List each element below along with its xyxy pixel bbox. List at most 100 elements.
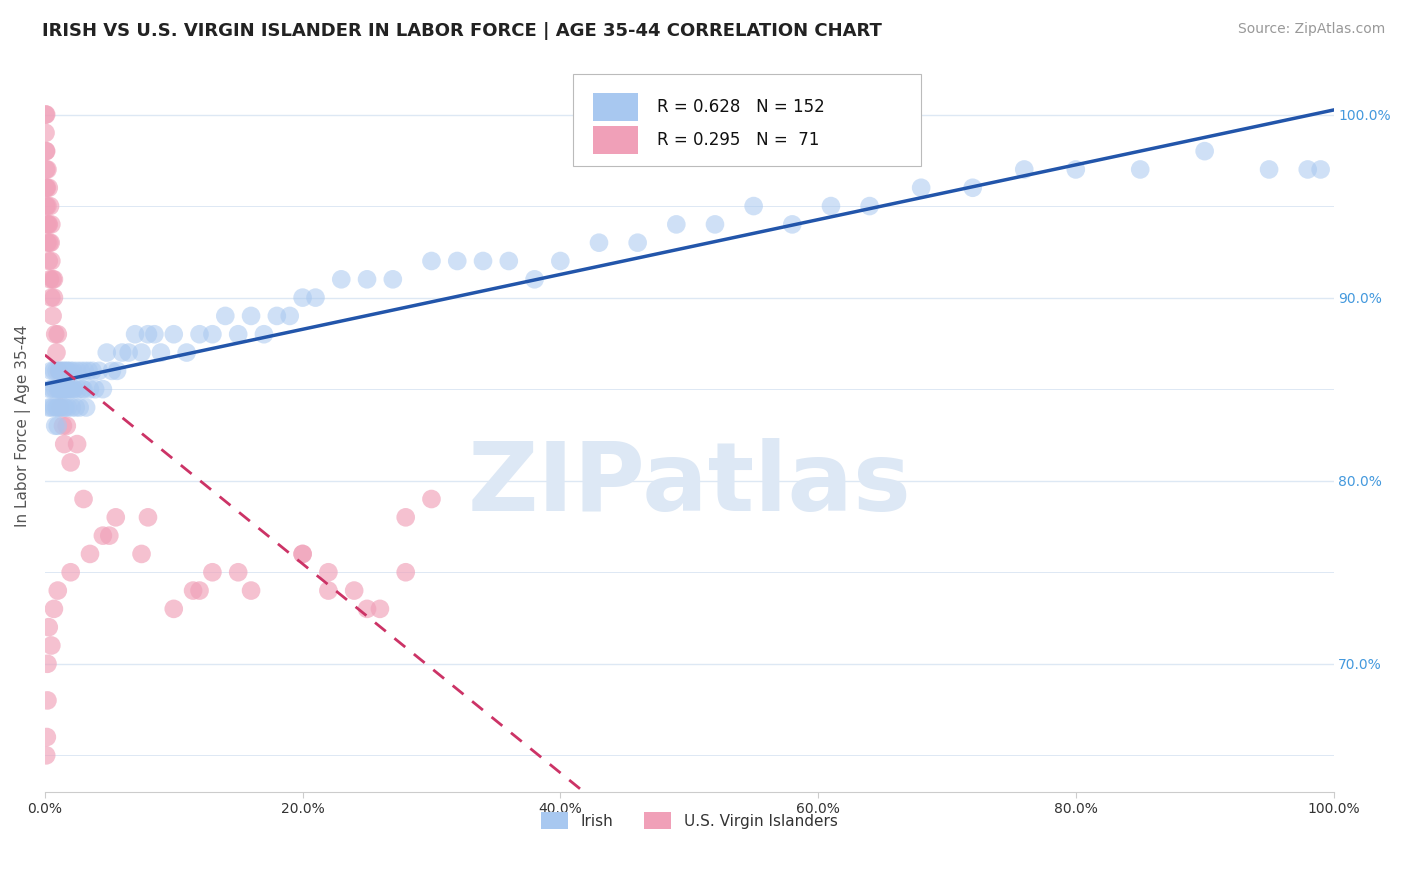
Point: [39, 272, 62, 286]
Point: [420, 254, 443, 268]
Point: [53, 364, 76, 378]
Point: [368, 602, 391, 616]
Point: [104, 510, 127, 524]
Point: [38, 180, 60, 194]
Point: [44, 327, 66, 342]
Point: [41, 218, 63, 232]
Point: [38, 254, 60, 268]
Point: [62, 364, 84, 378]
Point: [395, 510, 418, 524]
Point: [49, 364, 72, 378]
Point: [39, 199, 62, 213]
Point: [52, 364, 75, 378]
Point: [46, 418, 69, 433]
Point: [79, 382, 101, 396]
Point: [35, 730, 58, 744]
Point: [56, 401, 79, 415]
Point: [498, 254, 520, 268]
Point: [588, 235, 610, 250]
Point: [550, 254, 572, 268]
Point: [91, 382, 114, 396]
Point: [136, 327, 159, 342]
Point: [34, 126, 56, 140]
Point: [46, 382, 69, 396]
Point: [105, 364, 128, 378]
Point: [49, 382, 72, 396]
Point: [72, 382, 94, 396]
Point: [665, 218, 688, 232]
Point: [38, 218, 60, 232]
Point: [42, 364, 65, 378]
Point: [35, 748, 58, 763]
Point: [318, 566, 340, 580]
Point: [56, 364, 79, 378]
Point: [318, 583, 340, 598]
Point: [63, 382, 86, 396]
Point: [82, 364, 104, 378]
Point: [51, 382, 73, 396]
Point: [46, 583, 69, 598]
Point: [136, 510, 159, 524]
Point: [420, 491, 443, 506]
Point: [49, 401, 72, 415]
Point: [52, 418, 75, 433]
Point: [48, 364, 70, 378]
Point: [1309, 162, 1331, 177]
Point: [55, 382, 77, 396]
Point: [356, 602, 378, 616]
Point: [56, 382, 79, 396]
Point: [523, 272, 546, 286]
Point: [37, 199, 59, 213]
Point: [124, 327, 146, 342]
Point: [291, 291, 314, 305]
Point: [181, 583, 204, 598]
Point: [278, 309, 301, 323]
Point: [201, 566, 224, 580]
Point: [56, 364, 79, 378]
Point: [41, 364, 63, 378]
Point: [1194, 144, 1216, 158]
Point: [291, 547, 314, 561]
Point: [42, 401, 65, 415]
Point: [59, 382, 82, 396]
Point: [35, 144, 58, 158]
Point: [42, 272, 65, 286]
Point: [111, 345, 134, 359]
Point: [60, 401, 83, 415]
Point: [35, 180, 58, 194]
Point: [1296, 162, 1319, 177]
Point: [45, 401, 67, 415]
Point: [704, 218, 727, 232]
Point: [53, 437, 76, 451]
Point: [41, 272, 63, 286]
Point: [42, 602, 65, 616]
Point: [131, 547, 153, 561]
Point: [55, 401, 77, 415]
Point: [65, 401, 87, 415]
Point: [59, 566, 82, 580]
Point: [67, 382, 90, 396]
Point: [176, 345, 198, 359]
Point: [343, 583, 366, 598]
Point: [44, 382, 66, 396]
Point: [45, 364, 67, 378]
Point: [910, 180, 932, 194]
Point: [84, 382, 107, 396]
Point: [72, 382, 94, 396]
Point: [62, 382, 84, 396]
Point: [41, 254, 63, 268]
Point: [96, 345, 118, 359]
Point: [304, 291, 326, 305]
Point: [98, 528, 121, 542]
Point: [39, 382, 62, 396]
Point: [46, 401, 69, 415]
Point: [38, 620, 60, 634]
Point: [48, 364, 70, 378]
Point: [58, 382, 80, 396]
Point: [1064, 162, 1087, 177]
Point: [72, 491, 94, 506]
Point: [38, 401, 60, 415]
Point: [253, 327, 276, 342]
Point: [87, 364, 110, 378]
Point: [291, 547, 314, 561]
